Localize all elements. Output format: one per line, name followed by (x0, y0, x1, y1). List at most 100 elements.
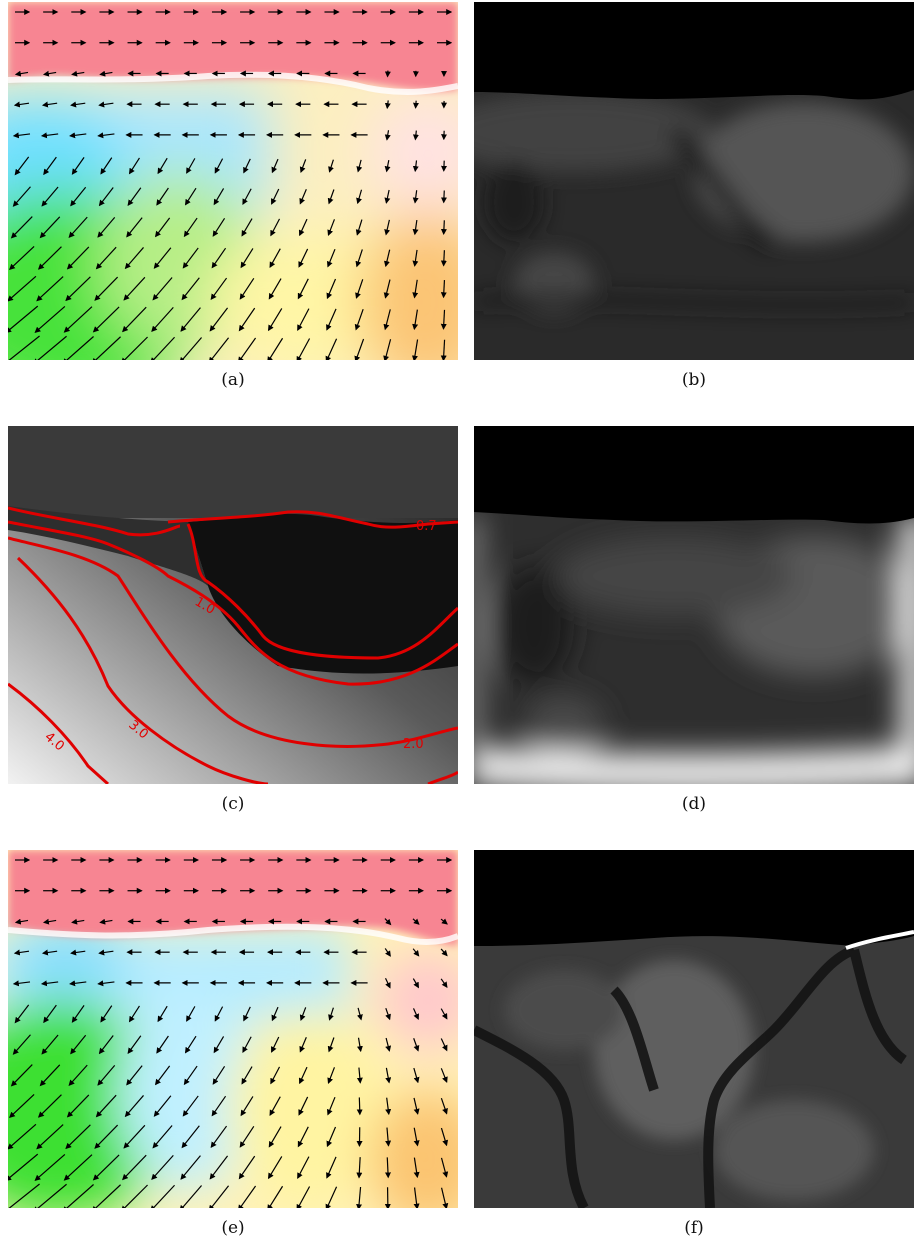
flow-arrow (356, 159, 363, 173)
flow-arrow (65, 1124, 91, 1150)
flow-arrow (149, 1184, 176, 1208)
flow-arrow (40, 132, 59, 139)
flow-arrow (91, 1184, 121, 1208)
flow-field-image-e (8, 850, 458, 1208)
flow-arrow (271, 1036, 280, 1053)
flow-arrow (412, 948, 420, 957)
flow-arrow (243, 1006, 251, 1022)
flow-arrow (298, 248, 309, 268)
flow-arrow (270, 218, 281, 237)
flow-arrow (440, 1127, 449, 1147)
contour-lines (8, 506, 458, 784)
flow-arrow (440, 190, 447, 204)
flow-arrow (186, 158, 196, 174)
flow-arrow (326, 248, 336, 268)
flow-arrow (71, 157, 85, 175)
panel-d-error-map (474, 426, 914, 784)
flow-arrow (385, 1037, 392, 1052)
flow-arrow (14, 1004, 30, 1024)
panel-a-flow-field (8, 2, 458, 360)
flow-arrow (63, 306, 93, 333)
flow-arrow (98, 949, 114, 956)
flow-arrow (70, 1034, 87, 1055)
flow-arrow (39, 1064, 61, 1087)
flow-arrow (440, 250, 447, 267)
flow-arrow (412, 978, 419, 989)
flow-arrow (39, 216, 61, 239)
flow-arrow (71, 70, 85, 77)
flow-arrow (42, 70, 57, 77)
flow-arrow (440, 280, 447, 299)
flow-arrow (34, 305, 66, 333)
flow-arrow (157, 157, 168, 175)
flow-arrow (299, 159, 307, 174)
flow-arrow (71, 1005, 85, 1023)
flow-arrow (179, 337, 203, 360)
caption-d: (d) (681, 794, 707, 814)
flow-arrow (440, 978, 448, 989)
flow-arrow (238, 1155, 256, 1180)
flow-arrow (242, 1036, 252, 1054)
flow-arrow (440, 1008, 448, 1020)
flow-arrow (127, 1035, 142, 1054)
flow-arrow (326, 1156, 337, 1179)
flow-arrow (154, 217, 171, 238)
flow-arrow (183, 217, 198, 238)
depth-contour-image-c: 0.7 1.0 2.0 3.0 4.0 (8, 426, 458, 784)
flow-arrow (298, 218, 308, 237)
flow-arrow (123, 1124, 146, 1149)
flow-arrow (153, 247, 172, 269)
flow-arrow (356, 1157, 363, 1179)
flow-arrow (440, 339, 447, 360)
flow-arrow (384, 918, 392, 926)
contour-label-0-7: 0.7 (416, 519, 437, 534)
flow-arrow (124, 1095, 144, 1118)
flow-arrow (71, 918, 85, 925)
flow-arrow (211, 247, 227, 269)
flow-arrow (383, 249, 391, 268)
flow-arrow (440, 309, 447, 330)
flow-arrow (127, 187, 142, 206)
flow-arrow (128, 157, 140, 175)
flow-arrow (68, 1064, 88, 1086)
flow-arrow (356, 189, 363, 205)
panel-b-error-map (474, 2, 914, 360)
flow-arrow (156, 187, 169, 206)
flow-arrow (384, 978, 391, 989)
flow-arrow (385, 1007, 391, 1021)
caption-b: (b) (681, 370, 707, 390)
flow-arrow (209, 307, 229, 332)
flow-arrow (184, 187, 197, 206)
flow-field-image-a (8, 2, 458, 360)
flow-arrow (242, 188, 252, 206)
flow-arrow (356, 1067, 363, 1084)
panel-f-error-map (474, 850, 914, 1208)
flow-arrow (213, 1036, 225, 1054)
flow-arrow (413, 1157, 420, 1179)
flow-arrow (12, 980, 31, 987)
flow-arrow (122, 1154, 147, 1181)
flow-arrow (37, 1094, 62, 1118)
flow-arrow (208, 1185, 230, 1208)
flow-arrow (412, 190, 419, 204)
flow-arrow (297, 1156, 310, 1179)
flow-arrow (412, 130, 419, 141)
flow-arrow (328, 159, 334, 173)
flow-arrow (384, 1157, 391, 1179)
flow-arrow (354, 308, 364, 331)
flow-arrow (97, 1064, 116, 1086)
flow-arrow (385, 1067, 392, 1084)
flow-arrow (383, 309, 391, 331)
flow-arrow (42, 918, 57, 925)
flow-arrow (152, 277, 173, 301)
flow-arrow (212, 218, 226, 237)
flow-arrow (99, 70, 113, 77)
flow-arrow (326, 1126, 337, 1148)
flow-arrow (238, 307, 256, 332)
flow-arrow (179, 1185, 203, 1208)
flow-arrow (92, 1154, 120, 1181)
flow-arrow (91, 336, 121, 360)
flow-arrow (355, 249, 363, 268)
flow-arrow (412, 100, 419, 109)
flow-arrow (37, 246, 62, 270)
